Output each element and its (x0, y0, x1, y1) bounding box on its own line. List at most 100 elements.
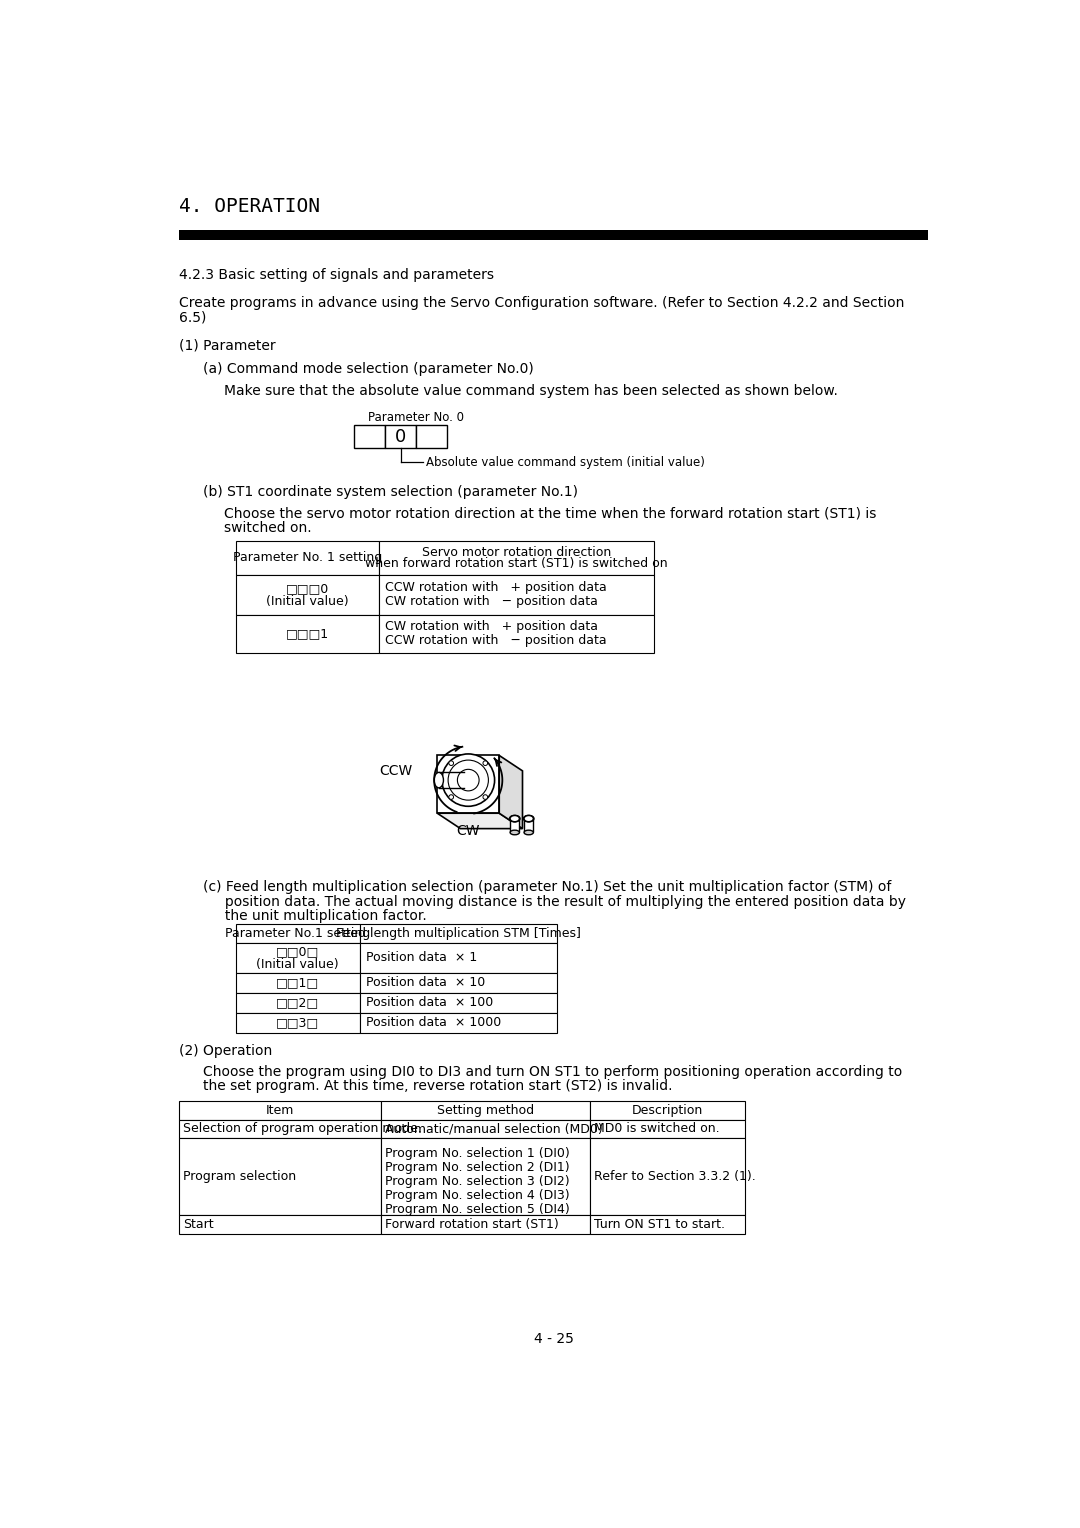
Text: Position data  × 1000: Position data × 1000 (366, 1016, 501, 1030)
Bar (379, 614, 654, 652)
Text: (Initial value): (Initial value) (256, 958, 339, 970)
Text: Refer to Section 3.3.2 (1).: Refer to Section 3.3.2 (1). (594, 1170, 756, 1183)
Text: Setting method: Setting method (436, 1103, 534, 1117)
Text: Start: Start (183, 1218, 214, 1232)
Text: Program No. selection 4 (DI3): Program No. selection 4 (DI3) (384, 1189, 569, 1203)
Ellipse shape (483, 761, 488, 766)
Text: (a) Command mode selection (parameter No.0): (a) Command mode selection (parameter No… (203, 362, 534, 376)
Bar (235, 924, 360, 943)
Bar (179, 1102, 380, 1120)
Bar (379, 541, 654, 575)
Text: Program selection: Program selection (183, 1170, 296, 1183)
Text: Turn ON ST1 to start.: Turn ON ST1 to start. (594, 1218, 725, 1232)
Text: the unit multiplication factor.: the unit multiplication factor. (203, 909, 427, 923)
Text: CCW rotation with   − position data: CCW rotation with − position data (386, 634, 607, 648)
Text: 4.2.3 Basic setting of signals and parameters: 4.2.3 Basic setting of signals and param… (179, 267, 495, 283)
Polygon shape (499, 755, 523, 828)
Ellipse shape (510, 830, 519, 834)
Text: Program No. selection 1 (DI0): Program No. selection 1 (DI0) (384, 1148, 569, 1160)
Bar (235, 614, 379, 652)
Ellipse shape (449, 761, 454, 766)
Bar (380, 1138, 590, 1215)
Bar (179, 1120, 380, 1138)
Text: Program No. selection 2 (DI1): Program No. selection 2 (DI1) (384, 1161, 569, 1174)
Text: Absolute value command system (initial value): Absolute value command system (initial v… (426, 455, 704, 469)
Text: Forward rotation start (ST1): Forward rotation start (ST1) (384, 1218, 558, 1232)
Text: □□2□: □□2□ (276, 996, 320, 1008)
Bar (380, 1102, 590, 1120)
Ellipse shape (510, 814, 521, 822)
Text: 6.5): 6.5) (179, 310, 206, 324)
Bar (379, 575, 654, 614)
Bar (235, 575, 379, 614)
Text: 0: 0 (395, 428, 406, 446)
Text: Item: Item (266, 1103, 294, 1117)
Text: □□3□: □□3□ (276, 1016, 320, 1030)
Text: Choose the servo motor rotation direction at the time when the forward rotation : Choose the servo motor rotation directio… (225, 507, 877, 521)
Text: Position data  × 1: Position data × 1 (366, 952, 477, 964)
Text: Position data  × 100: Position data × 100 (366, 996, 494, 1008)
Text: CCW: CCW (379, 764, 413, 778)
Bar (354, 425, 386, 448)
Bar (360, 924, 557, 943)
Text: CW rotation with   − position data: CW rotation with − position data (386, 594, 598, 608)
Polygon shape (437, 813, 523, 828)
Text: □□0□: □□0□ (276, 946, 320, 958)
Text: CW rotation with   + position data: CW rotation with + position data (386, 620, 598, 634)
Text: □□□1: □□□1 (286, 628, 329, 640)
Text: switched on.: switched on. (225, 521, 312, 535)
Bar (235, 943, 360, 973)
Bar (179, 231, 928, 240)
Bar (360, 973, 557, 993)
Text: (2) Operation: (2) Operation (179, 1044, 272, 1059)
Ellipse shape (449, 795, 454, 799)
Bar (590, 1120, 745, 1138)
Bar (235, 1013, 360, 1033)
Bar (380, 1215, 590, 1233)
Text: position data. The actual moving distance is the result of multiplying the enter: position data. The actual moving distanc… (203, 895, 906, 909)
Text: the set program. At this time, reverse rotation start (ST2) is invalid.: the set program. At this time, reverse r… (203, 1079, 673, 1093)
Text: Servo motor rotation direction: Servo motor rotation direction (422, 545, 611, 559)
Bar (360, 943, 557, 973)
Bar (590, 1102, 745, 1120)
Bar (590, 1215, 745, 1233)
Text: □□1□: □□1□ (276, 976, 320, 989)
Bar (179, 1138, 380, 1215)
Text: (1) Parameter: (1) Parameter (179, 339, 275, 353)
Text: Parameter No.1 setting: Parameter No.1 setting (225, 927, 370, 940)
Text: CW: CW (457, 824, 480, 837)
Text: CCW rotation with   + position data: CCW rotation with + position data (386, 581, 607, 594)
Text: Feed length multiplication STM [Times]: Feed length multiplication STM [Times] (336, 927, 581, 940)
Ellipse shape (524, 830, 534, 834)
Text: Selection of program operation mode.: Selection of program operation mode. (183, 1123, 422, 1135)
Text: (Initial value): (Initial value) (266, 594, 349, 608)
Ellipse shape (442, 753, 495, 807)
Text: 4. OPERATION: 4. OPERATION (179, 197, 320, 215)
Text: (b) ST1 coordinate system selection (parameter No.1): (b) ST1 coordinate system selection (par… (203, 486, 578, 500)
Text: Automatic/manual selection (MD0): Automatic/manual selection (MD0) (384, 1123, 603, 1135)
Text: Description: Description (632, 1103, 703, 1117)
Bar (360, 1013, 557, 1033)
Text: Choose the program using DI0 to DI3 and turn ON ST1 to perform positioning opera: Choose the program using DI0 to DI3 and … (203, 1065, 903, 1079)
Bar (386, 425, 416, 448)
Text: (c) Feed length multiplication selection (parameter No.1) Set the unit multiplic: (c) Feed length multiplication selection… (203, 880, 892, 894)
Bar (235, 541, 379, 575)
Text: 4 - 25: 4 - 25 (534, 1332, 573, 1346)
Bar (524, 819, 534, 833)
Text: Create programs in advance using the Servo Configuration software. (Refer to Sec: Create programs in advance using the Ser… (179, 296, 905, 310)
Text: Program No. selection 5 (DI4): Program No. selection 5 (DI4) (384, 1203, 569, 1216)
Text: Parameter No. 0: Parameter No. 0 (367, 411, 463, 423)
Bar (380, 1120, 590, 1138)
Bar (235, 973, 360, 993)
Ellipse shape (448, 759, 488, 801)
Text: Position data  × 10: Position data × 10 (366, 976, 485, 989)
Bar (179, 1215, 380, 1233)
Ellipse shape (483, 795, 488, 799)
Bar (235, 993, 360, 1013)
Bar (360, 993, 557, 1013)
Text: Make sure that the absolute value command system has been selected as shown belo: Make sure that the absolute value comman… (225, 384, 838, 397)
Ellipse shape (524, 814, 535, 822)
Polygon shape (437, 755, 499, 813)
Ellipse shape (510, 816, 519, 822)
Bar (590, 1138, 745, 1215)
